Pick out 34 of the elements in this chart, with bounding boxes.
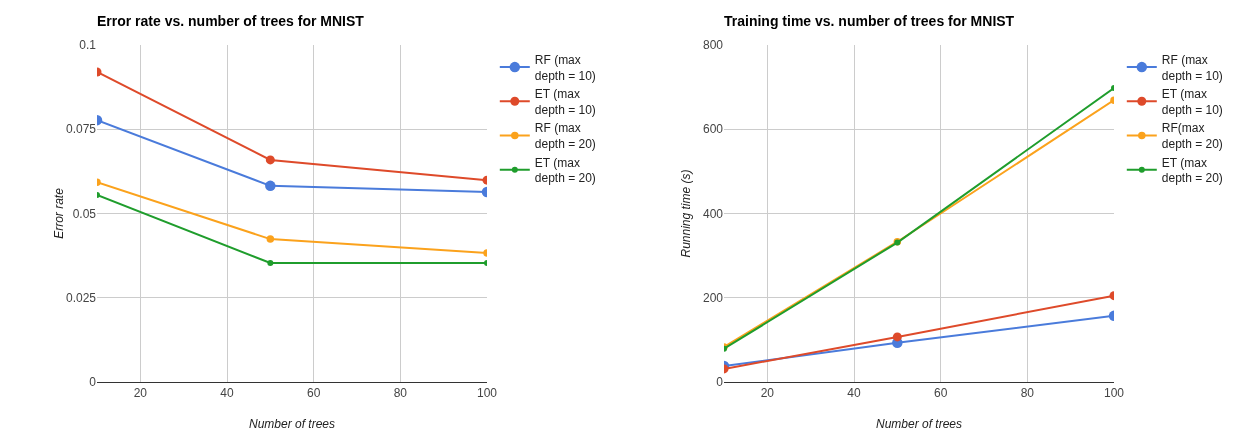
x-tick-label: 40 — [847, 386, 861, 401]
x-tick-label: 80 — [393, 386, 408, 401]
y-axis-title: Running time (s) — [679, 169, 693, 258]
x-tick-label: 100 — [476, 386, 498, 401]
x-tick-label: 20 — [133, 386, 148, 401]
x-tick-label: 60 — [306, 386, 321, 401]
x-tick-label: 100 — [1103, 386, 1125, 401]
y-tick-label: 0 — [89, 375, 97, 390]
y-tick-label: 200 — [702, 290, 724, 305]
legend-label: RF(max depth = 20) — [1161, 121, 1223, 151]
x-tick-label: 20 — [760, 386, 775, 401]
x-axis-title: Number of trees — [248, 417, 336, 431]
y-tick-label: 800 — [702, 38, 724, 53]
legend-label: ET (max depth = 20) — [1161, 155, 1223, 186]
legend-label: ET (max depth = 10) — [1161, 87, 1223, 117]
x-tick-label: 80 — [1020, 386, 1035, 401]
chart-title: Training time vs. number of trees for MNIST — [724, 12, 1015, 29]
x-tick-label: 40 — [220, 386, 234, 401]
y-tick-label: 600 — [702, 122, 724, 137]
legend-label: RF (max depth = 10) — [1161, 52, 1223, 83]
y-tick-label: 0.1 — [79, 38, 97, 53]
x-axis-title: Number of trees — [875, 417, 963, 431]
y-tick-label: 0 — [716, 375, 724, 390]
x-tick-label: 60 — [933, 386, 948, 401]
y-tick-label: 0.075 — [65, 122, 97, 137]
legend-label: ET (max depth = 20) — [534, 155, 596, 186]
legend-label: RF (max depth = 10) — [534, 52, 596, 83]
legend-label: RF (max depth = 20) — [534, 121, 596, 151]
chart-title: Error rate vs. number of trees for MNIST — [97, 12, 365, 29]
y-tick-label: 0.025 — [65, 290, 97, 305]
y-tick-label: 400 — [702, 206, 724, 221]
legend-label: ET (max depth = 10) — [534, 87, 596, 117]
y-axis-title: Error rate — [52, 187, 66, 239]
y-tick-label: 0.05 — [72, 206, 97, 221]
